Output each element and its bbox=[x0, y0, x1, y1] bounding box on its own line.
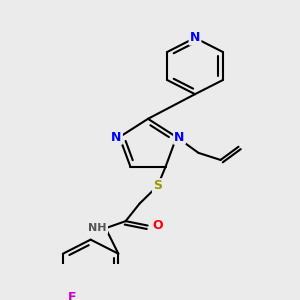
Text: N: N bbox=[111, 130, 122, 144]
Text: O: O bbox=[152, 219, 163, 232]
Text: F: F bbox=[68, 291, 76, 300]
Text: S: S bbox=[153, 179, 162, 192]
Text: N: N bbox=[174, 130, 185, 144]
Text: N: N bbox=[190, 31, 200, 44]
Text: NH: NH bbox=[88, 223, 107, 233]
